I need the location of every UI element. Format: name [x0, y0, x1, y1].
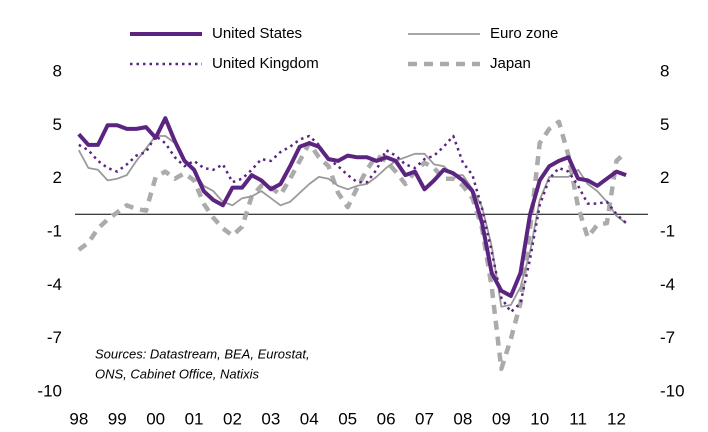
source-note: Sources: Datastream, BEA, Eurostat,	[95, 346, 310, 361]
y-tick-label: -1	[47, 221, 62, 240]
y-tick-label: 2	[53, 168, 62, 187]
x-tick-label: 00	[146, 409, 165, 428]
x-tick-label: 98	[69, 409, 88, 428]
y2-tick-label: -10	[660, 381, 685, 400]
x-tick-label: 08	[453, 409, 472, 428]
legend-label: United Kingdom	[212, 55, 319, 72]
legend-label: Euro zone	[490, 25, 558, 42]
series-line	[78, 134, 627, 314]
series-line	[77, 119, 628, 372]
source-note: ONS, Cabinet Office, Natixis	[95, 366, 259, 381]
y-tick-label: -7	[47, 328, 62, 347]
x-tick-label: 05	[338, 409, 357, 428]
x-tick-label: 01	[185, 409, 204, 428]
y-tick-label: -4	[47, 275, 62, 294]
series-line	[78, 135, 627, 308]
x-tick-label: 02	[223, 409, 242, 428]
x-tick-label: 03	[261, 409, 280, 428]
y2-tick-label: -4	[660, 275, 675, 294]
series-line	[77, 116, 627, 298]
x-tick-label: 07	[415, 409, 434, 428]
y2-tick-label: 8	[660, 61, 669, 80]
x-tick-label: 06	[377, 409, 396, 428]
y-tick-label: -10	[37, 381, 62, 400]
x-tick-label: 10	[530, 409, 549, 428]
x-tick-label: 09	[492, 409, 511, 428]
y-tick-label: 5	[53, 115, 62, 134]
y2-tick-label: 5	[660, 115, 669, 134]
x-tick-label: 12	[607, 409, 626, 428]
x-tick-label: 11	[569, 409, 587, 428]
y2-tick-label: -1	[660, 221, 675, 240]
legend-label: Japan	[490, 55, 531, 72]
x-tick-label: 04	[300, 409, 319, 428]
y2-tick-label: -7	[660, 328, 675, 347]
legend-label: United States	[212, 25, 302, 42]
x-tick-label: 99	[108, 409, 127, 428]
y2-tick-label: 2	[660, 168, 669, 187]
y-tick-label: 8	[53, 61, 62, 80]
